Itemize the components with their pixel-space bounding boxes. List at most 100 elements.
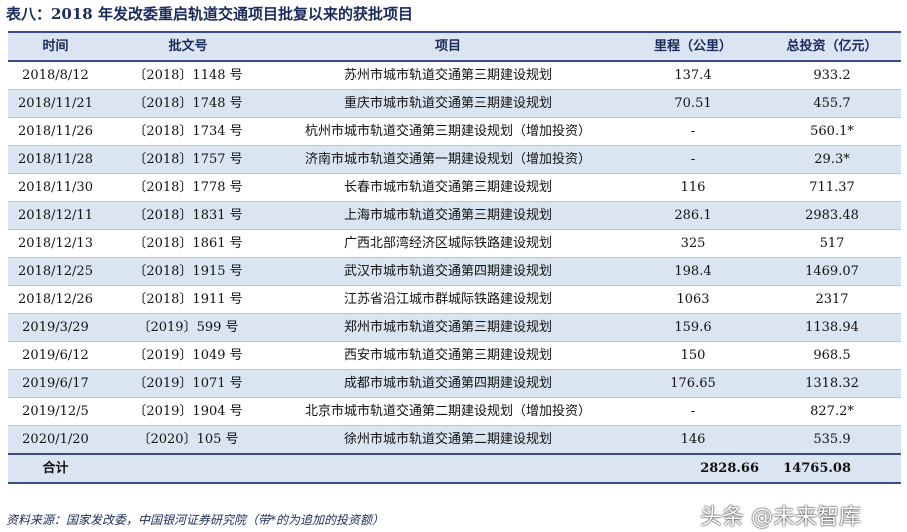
cell-project: 重庆市城市轨道交通第三期建设规划 xyxy=(343,95,552,111)
cell-approval-no: 〔2018〕1734 号 xyxy=(133,123,243,139)
cell-date: 2018/12/13 xyxy=(18,235,93,251)
table-row: 2018/11/26 〔2018〕1734 号 杭州市城市轨道交通第三期建设规划（增… xyxy=(8,118,901,146)
cell-approval-no: 〔2020〕105 号 xyxy=(137,431,239,447)
cell-investment: 1318.32 xyxy=(805,375,859,391)
cell-mileage: - xyxy=(690,151,696,167)
cell-approval-no: 〔2018〕1915 号 xyxy=(133,263,243,279)
cell-investment: 29.3* xyxy=(814,151,850,167)
cell-mileage: 325 xyxy=(680,235,706,251)
cell-investment: 711.37 xyxy=(809,179,855,195)
cell-project: 江苏省沿江城市群城际铁路建设规划 xyxy=(343,291,552,307)
cell-date: 2018/8/12 xyxy=(22,67,89,83)
table-row: 2019/6/17 〔2019〕1071 号 成都市城市轨道交通第四期建设规划 176… xyxy=(8,369,901,398)
cell-approval-no: 〔2019〕599 号 xyxy=(137,319,239,335)
cell-project: 广西北部湾经济区城际铁路建设规划 xyxy=(343,235,552,251)
cell-project: 徐州市城市轨道交通第二期建设规划 xyxy=(343,431,552,447)
total-empty-cell xyxy=(103,454,273,483)
cell-mileage: - xyxy=(690,403,696,419)
cell-approval-no: 〔2019〕1904 号 xyxy=(133,403,243,419)
cell-investment: 455.7 xyxy=(813,95,851,111)
cell-project: 郑州市城市轨道交通第三期建设规划 xyxy=(343,319,552,335)
table-row: 2018/12/25 〔2018〕1915 号 武汉市城市轨道交通第四期建设规划 19… xyxy=(8,257,901,286)
cell-project: 上海市城市轨道交通第三期建设规划 xyxy=(343,207,552,223)
cell-approval-no: 〔2019〕1049 号 xyxy=(133,347,243,363)
table-row: 2018/11/28 〔2018〕1757 号 济南市城市轨道交通第一期建设规划（增… xyxy=(8,145,901,174)
cell-approval-no: 〔2018〕1748 号 xyxy=(133,95,243,111)
cell-project: 济南市城市轨道交通第一期建设规划（增加投资） xyxy=(304,151,591,167)
cell-project: 北京市城市轨道交通第二期建设规划（增加投资） xyxy=(304,403,591,419)
header-row: 时间 批文号 项目 里程（公里） 总投资（亿元） xyxy=(8,32,901,61)
total-label: 合计 xyxy=(42,460,69,476)
cell-project: 西安市城市轨道交通第三期建设规划 xyxy=(343,347,552,363)
cell-approval-no: 〔2019〕1071 号 xyxy=(133,375,243,391)
table-row: 2018/12/26 〔2018〕1911 号 江苏省沿江城市群城际铁路建设规划 10… xyxy=(8,286,901,314)
cell-mileage: 159.6 xyxy=(674,319,712,335)
cell-date: 2020/1/20 xyxy=(22,431,89,447)
cell-approval-no: 〔2018〕1778 号 xyxy=(133,179,243,195)
cell-date: 2018/11/30 xyxy=(18,179,93,195)
cell-mileage: 116 xyxy=(680,179,706,195)
cell-mileage: 198.4 xyxy=(674,263,712,279)
cell-investment: 535.9 xyxy=(813,431,851,447)
cell-mileage: 1063 xyxy=(676,291,710,307)
cell-investment: 517 xyxy=(819,235,845,251)
cell-project: 杭州市城市轨道交通第三期建设规划（增加投资） xyxy=(304,123,591,139)
cell-investment: 1138.94 xyxy=(805,319,859,335)
cell-date: 2019/3/29 xyxy=(22,319,89,335)
cell-mileage: 137.4 xyxy=(674,67,712,83)
cell-date: 2019/12/5 xyxy=(22,403,89,419)
header-project: 项目 xyxy=(434,38,461,54)
total-mileage: 2828.66 xyxy=(700,460,759,476)
total-empty-cell xyxy=(273,454,623,483)
cell-mileage: 70.51 xyxy=(674,95,712,111)
table-row: 2018/11/21 〔2018〕1748 号 重庆市城市轨道交通第三期建设规划 70… xyxy=(8,89,901,118)
cell-mileage: - xyxy=(690,123,696,139)
cell-approval-no: 〔2018〕1757 号 xyxy=(133,151,243,167)
cell-investment: 560.1* xyxy=(810,123,854,139)
cell-approval-no: 〔2018〕1861 号 xyxy=(133,235,243,251)
cell-date: 2018/11/28 xyxy=(18,151,93,167)
cell-approval-no: 〔2018〕1831 号 xyxy=(133,207,243,223)
header-investment: 总投资（亿元） xyxy=(786,38,878,54)
table-row: 2018/12/11 〔2018〕1831 号 上海市城市轨道交通第三期建设规划 28… xyxy=(8,201,901,230)
source-note: 资料来源：国家发改委，中国银河证券研究院（带*的为追加的投资额） xyxy=(6,513,385,527)
cell-investment: 827.2* xyxy=(810,403,854,419)
cell-mileage: 146 xyxy=(680,431,706,447)
cell-project: 武汉市城市轨道交通第四期建设规划 xyxy=(343,263,552,279)
cell-date: 2018/12/11 xyxy=(18,207,93,223)
cell-project: 成都市城市轨道交通第四期建设规划 xyxy=(343,375,552,391)
header-date: 时间 xyxy=(42,38,69,54)
cell-investment: 2983.48 xyxy=(805,207,859,223)
table-row: 2018/11/30 〔2018〕1778 号 长春市城市轨道交通第三期建设规划 11… xyxy=(8,174,901,202)
cell-approval-no: 〔2018〕1911 号 xyxy=(133,291,243,307)
approved-projects-table: 时间 批文号 项目 里程（公里） 总投资（亿元） 2018/8/12 〔2018〕… xyxy=(8,31,901,484)
table-row: 2019/3/29 〔2019〕599 号 郑州市城市轨道交通第三期建设规划 159.… xyxy=(8,313,901,342)
cell-date: 2018/11/26 xyxy=(18,123,93,139)
cell-project: 长春市城市轨道交通第三期建设规划 xyxy=(343,179,552,195)
table-row: 2018/8/12 〔2018〕1148 号 苏州市城市轨道交通第三期建设规划 137… xyxy=(8,61,901,90)
cell-investment: 968.5 xyxy=(813,347,851,363)
cell-date: 2018/11/21 xyxy=(18,95,93,111)
table-row: 2019/6/12 〔2019〕1049 号 西安市城市轨道交通第三期建设规划 150… xyxy=(8,342,901,370)
cell-project: 苏州市城市轨道交通第三期建设规划 xyxy=(343,67,552,83)
table-row: 2020/1/20 〔2020〕105 号 徐州市城市轨道交通第二期建设规划 146 5… xyxy=(8,425,901,454)
cell-mileage: 176.65 xyxy=(670,375,716,391)
cell-approval-no: 〔2018〕1148 号 xyxy=(133,67,243,83)
watermark: 头条 @未来智库 xyxy=(700,505,861,530)
cell-investment: 933.2 xyxy=(813,67,851,83)
cell-mileage: 150 xyxy=(680,347,706,363)
total-row: 合计 2828.66 14765.08 xyxy=(8,454,901,483)
table-row: 2019/12/5 〔2019〕1904 号 北京市城市轨道交通第二期建设规划（增加… xyxy=(8,398,901,426)
cell-date: 2019/6/12 xyxy=(22,347,89,363)
cell-date: 2018/12/26 xyxy=(18,291,93,307)
header-mileage: 里程（公里） xyxy=(653,38,732,54)
header-approval-no: 批文号 xyxy=(168,38,208,54)
cell-date: 2018/12/25 xyxy=(18,263,93,279)
cell-investment: 1469.07 xyxy=(805,263,859,279)
table-title: 表八：2018 年发改委重启轨道交通项目批复以来的获批项目 xyxy=(6,5,413,23)
total-investment: 14765.08 xyxy=(783,460,851,476)
cell-investment: 2317 xyxy=(815,291,849,307)
cell-mileage: 286.1 xyxy=(674,207,712,223)
table-row: 2018/12/13 〔2018〕1861 号 广西北部湾经济区城际铁路建设规划 32… xyxy=(8,230,901,258)
cell-date: 2019/6/17 xyxy=(22,375,89,391)
